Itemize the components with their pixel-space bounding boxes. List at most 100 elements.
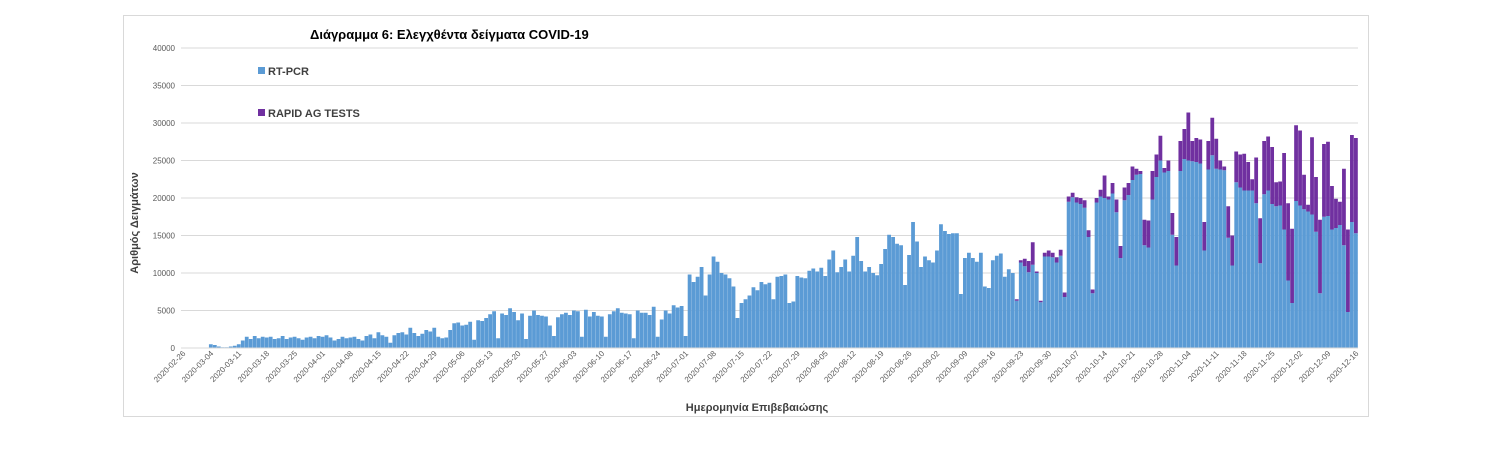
bar-rt-pcr bbox=[292, 336, 297, 348]
bar-rapid-ag bbox=[1082, 200, 1087, 208]
bar-rt-pcr bbox=[288, 337, 293, 348]
x-axis-ticks: 2020-02-262020-03-042020-03-112020-03-18… bbox=[152, 349, 1361, 385]
bar-rt-pcr bbox=[352, 336, 357, 348]
bar-rapid-ag bbox=[1206, 141, 1211, 170]
bar-rapid-ag bbox=[1214, 138, 1219, 169]
bar-rt-pcr bbox=[679, 306, 684, 348]
y-tick-label: 25000 bbox=[153, 157, 176, 166]
y-tick-label: 30000 bbox=[153, 119, 176, 128]
bar-rt-pcr bbox=[560, 314, 564, 348]
bar-rapid-ag bbox=[1186, 112, 1191, 161]
bar-rt-pcr bbox=[1206, 169, 1211, 348]
bar-rt-pcr bbox=[787, 303, 792, 348]
bar-rt-pcr bbox=[308, 336, 313, 348]
bar-rt-pcr bbox=[500, 313, 504, 348]
bar-rapid-ag bbox=[1162, 168, 1167, 173]
bar-rt-pcr bbox=[404, 334, 409, 348]
bar-rt-pcr bbox=[978, 252, 983, 348]
bar-rapid-ag bbox=[1026, 261, 1031, 273]
bar-rt-pcr bbox=[1274, 206, 1279, 348]
y-tick-label: 0 bbox=[171, 344, 176, 353]
bar-rt-pcr bbox=[727, 278, 732, 348]
bar-rapid-ag bbox=[1194, 138, 1199, 162]
bar-rt-pcr bbox=[1018, 262, 1023, 348]
bar-rt-pcr bbox=[368, 334, 373, 348]
bar-rapid-ag bbox=[1126, 183, 1131, 195]
bar-rt-pcr bbox=[424, 330, 429, 348]
bar-rapid-ag bbox=[1086, 230, 1091, 237]
gridlines bbox=[181, 47, 1358, 311]
bar-rt-pcr bbox=[232, 345, 237, 348]
bar-rt-pcr bbox=[966, 252, 971, 348]
bar-rapid-ag bbox=[1062, 292, 1067, 297]
bar-rt-pcr bbox=[807, 270, 812, 348]
bar-rt-pcr bbox=[228, 346, 233, 348]
bar-rt-pcr bbox=[304, 337, 309, 348]
y-tick-label: 35000 bbox=[153, 82, 176, 91]
bar-rapid-ag bbox=[1346, 229, 1350, 312]
bar-rapid-ag bbox=[1270, 147, 1275, 204]
bar-rt-pcr bbox=[1334, 228, 1338, 348]
bar-rt-pcr bbox=[1222, 170, 1227, 348]
bar-rapid-ag bbox=[1286, 203, 1290, 281]
bar-rt-pcr bbox=[272, 339, 277, 348]
bar-rt-pcr bbox=[591, 312, 596, 348]
chart-canvas: Διάγραμμα 6: Ελεγχθέντα δείγματα COVID-1… bbox=[129, 27, 1361, 414]
bar-rt-pcr bbox=[583, 309, 588, 348]
bar-rt-pcr bbox=[472, 339, 477, 348]
bar-rt-pcr bbox=[751, 287, 756, 348]
bar-rt-pcr bbox=[440, 338, 445, 348]
bar-rt-pcr bbox=[1014, 300, 1019, 348]
bar-rt-pcr bbox=[484, 318, 489, 348]
bar-rt-pcr bbox=[1190, 161, 1195, 348]
bar-rt-pcr bbox=[564, 312, 568, 348]
bar-rt-pcr bbox=[759, 282, 764, 348]
bar-rt-pcr bbox=[699, 267, 704, 348]
bar-rt-pcr bbox=[492, 311, 496, 348]
bar-rt-pcr bbox=[236, 344, 241, 348]
bar-rt-pcr bbox=[572, 310, 576, 348]
y-tick-label: 15000 bbox=[153, 232, 176, 241]
bar-rt-pcr bbox=[1002, 276, 1007, 348]
bar-rt-pcr bbox=[1086, 237, 1091, 348]
bar-rapid-ag bbox=[1290, 228, 1294, 303]
bar-rt-pcr bbox=[348, 337, 353, 348]
bar-rt-pcr bbox=[1082, 207, 1087, 348]
bar-rt-pcr bbox=[771, 299, 776, 348]
y-axis-ticks: 0 5000 10000 15000 20000 25000 30000 35000 40000 bbox=[153, 44, 176, 353]
bar-rt-pcr bbox=[1130, 180, 1135, 348]
bar-rt-pcr bbox=[532, 310, 536, 348]
bar-rt-pcr bbox=[1122, 200, 1127, 348]
bar-rapid-ag bbox=[1014, 299, 1019, 301]
bar-rt-pcr bbox=[863, 271, 868, 348]
bar-rt-pcr bbox=[260, 336, 265, 348]
bar-rt-pcr bbox=[1318, 293, 1322, 348]
bar-rapid-ag bbox=[1274, 182, 1279, 207]
bar-rt-pcr bbox=[763, 284, 768, 348]
bar-rt-pcr bbox=[428, 331, 433, 348]
legend-label-rapid-ag: RAPID AG TESTS bbox=[268, 108, 360, 120]
chart-title: Διάγραμμα 6: Ελεγχθέντα δείγματα COVID-1… bbox=[310, 27, 589, 42]
bar-rapid-ag bbox=[1298, 130, 1302, 206]
bar-rt-pcr bbox=[843, 259, 848, 348]
bar-rt-pcr bbox=[1346, 312, 1350, 348]
bar-rt-pcr bbox=[476, 320, 481, 348]
bar-rt-pcr bbox=[663, 310, 668, 348]
bar-rt-pcr bbox=[883, 249, 888, 348]
bar-rapid-ag bbox=[1038, 300, 1043, 303]
bar-rt-pcr bbox=[1278, 205, 1282, 348]
bar-rt-pcr bbox=[1098, 196, 1103, 348]
bar-rt-pcr bbox=[671, 305, 676, 348]
bar-rt-pcr bbox=[695, 276, 700, 348]
bar-rapid-ag bbox=[1046, 250, 1051, 257]
bar-rapid-ag bbox=[1030, 242, 1035, 265]
bar-rt-pcr bbox=[743, 299, 748, 348]
bar-rt-pcr bbox=[516, 320, 520, 348]
bar-rt-pcr bbox=[994, 255, 999, 348]
bar-rt-pcr bbox=[444, 337, 449, 348]
legend-swatch-rt-pcr bbox=[258, 67, 265, 74]
bar-rt-pcr bbox=[719, 273, 724, 348]
bar-rt-pcr bbox=[1286, 280, 1290, 348]
bar-rapid-ag bbox=[1134, 168, 1139, 175]
bar-rt-pcr bbox=[296, 338, 301, 348]
